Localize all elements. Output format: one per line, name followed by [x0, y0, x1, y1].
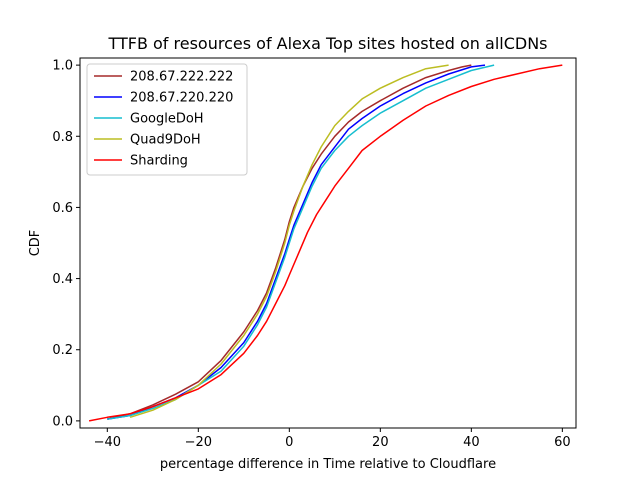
y-tick-label: 0.6 — [52, 201, 73, 216]
y-tick-label: 1.0 — [52, 59, 73, 74]
y-axis-label: CDF — [28, 230, 43, 257]
y-tick-label: 0.8 — [52, 130, 73, 145]
legend-box — [86, 63, 248, 176]
x-axis-label: percentage difference in Time relative t… — [160, 457, 496, 472]
x-tick-label: 20 — [372, 435, 389, 450]
x-tick-label: 0 — [285, 435, 293, 450]
x-tick-label: −20 — [185, 435, 212, 450]
legend-label-0: 208.67.222.222 — [130, 70, 233, 85]
series-line-4 — [88, 64, 563, 422]
legend-label-3: Quad9DoH — [130, 133, 201, 148]
legend-label-2: GoogleDoH — [130, 112, 204, 127]
x-tick-label: −40 — [94, 435, 121, 450]
legend: 208.67.222.222 208.67.220.220 GoogleDoH Qua… — [86, 63, 248, 176]
series-line-3 — [129, 64, 449, 419]
series-line-0 — [107, 64, 472, 420]
x-tick-label: 60 — [554, 435, 571, 450]
y-tick-label: 0.2 — [52, 343, 73, 358]
legend-label-4: Sharding — [130, 154, 188, 169]
y-tick-label: 0.0 — [52, 414, 73, 429]
plot-lines — [88, 64, 563, 422]
plot-frame — [79, 57, 577, 429]
chart-title: TTFB of resources of Alexa Top sites hos… — [107, 34, 547, 53]
y-tick-label: 0.4 — [52, 272, 73, 287]
legend-label-1: 208.67.220.220 — [130, 91, 233, 106]
axis-ticks: −40 −20 0 20 40 60 0.0 0.2 0.4 0.6 0.8 1.0 — [52, 59, 570, 450]
x-tick-label: 40 — [463, 435, 480, 450]
